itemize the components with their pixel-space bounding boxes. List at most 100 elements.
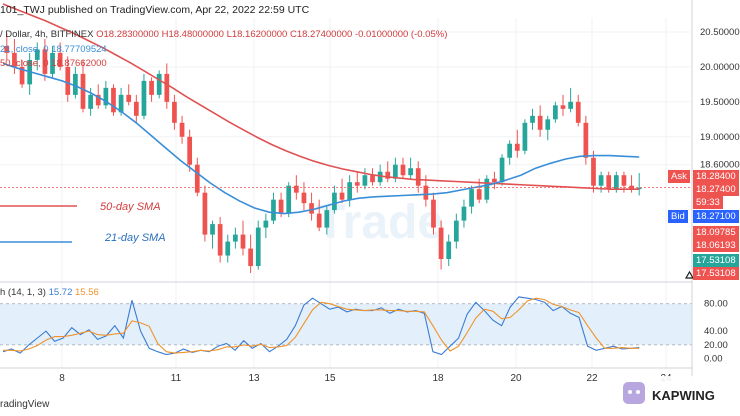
candle-40 (309, 192, 314, 221)
annotation-50-sma: 50-day SMA (100, 201, 161, 213)
candle-83 (636, 173, 642, 196)
candle-54 (415, 161, 421, 193)
candle-body-38 (293, 185, 299, 193)
candle-34 (263, 213, 269, 239)
candle-body-55 (423, 185, 429, 200)
stoch-k-value: 15.72 (48, 287, 73, 298)
candle-63 (484, 175, 490, 204)
candle-body-56 (431, 199, 436, 228)
candle-body-64 (492, 178, 497, 183)
candle-0 (4, 33, 10, 60)
candle-body-45 (347, 182, 353, 200)
candle-5 (42, 38, 48, 81)
candle-46 (354, 171, 360, 193)
candle-8 (65, 56, 71, 102)
candle-body-58 (446, 241, 452, 260)
sma50-line (2, 3, 640, 190)
candle-body-43 (332, 192, 337, 211)
candle-69 (530, 108, 535, 130)
candle-35 (271, 192, 276, 225)
candle-60 (461, 199, 467, 228)
candle-body-82 (629, 185, 634, 190)
candle-30 (233, 227, 238, 249)
candle-71 (545, 115, 551, 141)
stoch-tick-2: 20.00 (704, 340, 728, 351)
candle-33 (255, 220, 261, 270)
candle-body-11 (88, 94, 93, 109)
price-tick-4: 18.60000 (700, 160, 740, 171)
ask-value: 18.28400 (693, 170, 739, 183)
candle-body-66 (507, 143, 513, 158)
candle-body-67 (514, 143, 520, 151)
candle-22 (172, 94, 177, 130)
candle-body-17 (133, 101, 139, 116)
candle-body-10 (80, 73, 86, 109)
candle-body-81 (621, 175, 627, 186)
candle-body-36 (278, 199, 284, 214)
candle-body-71 (545, 119, 551, 130)
time-tick-5: 20 (510, 373, 522, 384)
candle-4 (34, 42, 40, 71)
candle-body-28 (217, 224, 223, 256)
candle-body-59 (453, 220, 459, 242)
candle-body-44 (339, 192, 345, 200)
candle-16 (126, 84, 132, 106)
candle-66 (507, 140, 513, 165)
candle-31 (240, 220, 246, 256)
time-tick-2: 13 (248, 373, 260, 384)
candle-body-42 (324, 210, 330, 228)
candle-body-76 (583, 122, 589, 158)
candle-body-48 (370, 175, 375, 183)
candle-body-57 (438, 227, 444, 260)
candle-body-72 (553, 105, 558, 120)
candle-body-73 (560, 105, 566, 109)
candle-body-21 (164, 73, 170, 102)
candle-body-79 (606, 175, 612, 190)
candle-body-74 (568, 101, 573, 109)
level-tag-2: 18.06193 (693, 239, 739, 252)
price-tick-3: 19.00000 (700, 132, 740, 143)
bid-value: 18.27100 (693, 210, 739, 223)
candle-10 (80, 59, 86, 113)
candle-body-65 (499, 157, 505, 183)
stoch-tick-3: 0.00 (704, 354, 723, 365)
level-tag-1: 18.09785 (693, 226, 739, 239)
candle-body-16 (126, 94, 132, 102)
candle-body-15 (118, 94, 124, 113)
candle-45 (347, 175, 353, 207)
candle-64 (492, 171, 497, 190)
bid-label: Bid (668, 210, 688, 223)
time-tick-3: 15 (324, 373, 336, 384)
candle-body-51 (393, 164, 398, 179)
candle-body-8 (65, 66, 71, 95)
stoch-legend: h (14, 1, 3) 15.72 15.56 (0, 287, 99, 298)
candle-77 (591, 150, 596, 193)
candle-body-77 (591, 157, 596, 186)
candle-52 (400, 157, 406, 179)
candle-48 (370, 168, 375, 186)
kapwing-text: KAPWING (652, 388, 715, 403)
candle-body-54 (415, 168, 421, 186)
candle-13 (103, 80, 109, 109)
candle-body-19 (149, 80, 154, 95)
watermark-text: Trade (316, 196, 444, 249)
kapwing-watermark: KAPWING (618, 376, 740, 416)
candle-41 (316, 199, 322, 232)
candle-body-4 (34, 49, 40, 60)
candle-2 (19, 59, 25, 88)
ma50-legend: 50, close, 0 18.87662000 (0, 58, 107, 69)
time-axis-ticks: 811131518202224 (59, 373, 672, 384)
candle-body-75 (575, 101, 581, 123)
candle-body-53 (408, 168, 413, 176)
stoch-overbought-band (0, 303, 692, 345)
ask-label: Ask (668, 170, 690, 183)
candle-29 (225, 234, 231, 263)
price-tick-2: 19.50000 (700, 97, 740, 108)
candle-14 (111, 84, 116, 116)
candle-body-27 (210, 224, 215, 235)
candle-body-68 (522, 122, 528, 151)
stoch-d-line (3, 297, 640, 354)
candle-body-39 (301, 192, 307, 204)
candle-body-61 (469, 189, 474, 207)
